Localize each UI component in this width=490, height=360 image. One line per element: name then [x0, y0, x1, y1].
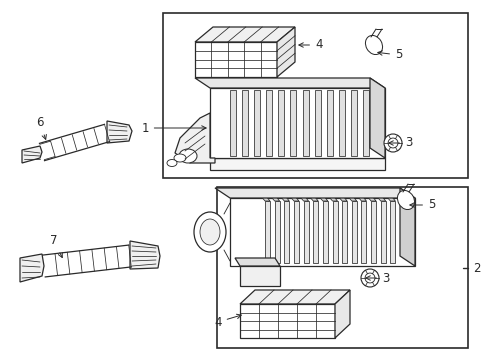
Polygon shape	[235, 258, 280, 266]
Bar	[265, 201, 270, 263]
Bar	[266, 90, 272, 156]
Bar	[352, 201, 357, 263]
Bar	[294, 201, 299, 263]
Bar	[254, 90, 260, 156]
Circle shape	[365, 273, 375, 283]
Bar	[242, 90, 248, 156]
Bar	[291, 90, 296, 156]
Bar	[351, 90, 357, 156]
Ellipse shape	[174, 154, 186, 162]
Bar	[274, 201, 280, 263]
Polygon shape	[195, 42, 277, 77]
Bar	[284, 201, 289, 263]
Polygon shape	[22, 146, 42, 163]
Polygon shape	[240, 266, 280, 286]
Bar	[313, 201, 318, 263]
Polygon shape	[327, 195, 338, 201]
Ellipse shape	[200, 219, 220, 245]
Polygon shape	[270, 195, 280, 201]
Polygon shape	[335, 290, 350, 338]
Polygon shape	[356, 195, 367, 201]
Polygon shape	[210, 158, 385, 170]
Polygon shape	[130, 241, 160, 269]
Bar	[278, 90, 284, 156]
Ellipse shape	[366, 36, 383, 54]
Bar	[304, 201, 309, 263]
Bar	[363, 90, 369, 156]
Polygon shape	[195, 27, 295, 42]
Bar	[371, 201, 376, 263]
Bar	[391, 201, 395, 263]
Polygon shape	[337, 195, 347, 201]
Polygon shape	[215, 188, 415, 198]
Polygon shape	[230, 198, 415, 266]
Bar	[333, 201, 338, 263]
Polygon shape	[277, 27, 295, 77]
Polygon shape	[298, 195, 309, 201]
Polygon shape	[210, 88, 385, 158]
Bar	[323, 201, 328, 263]
Polygon shape	[400, 188, 415, 266]
Ellipse shape	[167, 159, 177, 166]
Polygon shape	[366, 195, 376, 201]
Circle shape	[384, 134, 402, 152]
Polygon shape	[289, 195, 299, 201]
Bar	[362, 201, 367, 263]
Polygon shape	[308, 195, 318, 201]
Text: 2: 2	[473, 261, 481, 274]
Polygon shape	[370, 78, 385, 158]
Ellipse shape	[179, 149, 197, 163]
Polygon shape	[195, 78, 385, 88]
Circle shape	[388, 138, 398, 148]
Polygon shape	[347, 195, 357, 201]
Polygon shape	[240, 290, 350, 304]
Polygon shape	[385, 195, 395, 201]
Text: 3: 3	[389, 136, 413, 149]
Polygon shape	[240, 304, 335, 338]
Text: 4: 4	[214, 314, 241, 328]
Polygon shape	[20, 254, 44, 282]
Polygon shape	[175, 113, 215, 163]
Text: 5: 5	[378, 49, 402, 62]
Polygon shape	[318, 195, 328, 201]
Polygon shape	[260, 195, 270, 201]
Bar	[327, 90, 333, 156]
Text: 5: 5	[410, 198, 436, 211]
Bar	[315, 90, 320, 156]
Polygon shape	[376, 195, 386, 201]
Bar	[217, 187, 468, 348]
Bar	[381, 201, 386, 263]
Circle shape	[361, 269, 379, 287]
Text: 1: 1	[141, 122, 206, 135]
Text: 7: 7	[50, 234, 62, 257]
Polygon shape	[107, 121, 132, 143]
Text: 4: 4	[299, 39, 322, 51]
Ellipse shape	[397, 190, 415, 210]
Text: 3: 3	[366, 271, 390, 284]
Bar	[302, 90, 309, 156]
Ellipse shape	[194, 212, 226, 252]
Bar	[342, 201, 347, 263]
Bar	[230, 90, 236, 156]
Polygon shape	[279, 195, 289, 201]
Text: 6: 6	[36, 117, 47, 139]
Bar	[163, 13, 468, 178]
Bar	[339, 90, 345, 156]
